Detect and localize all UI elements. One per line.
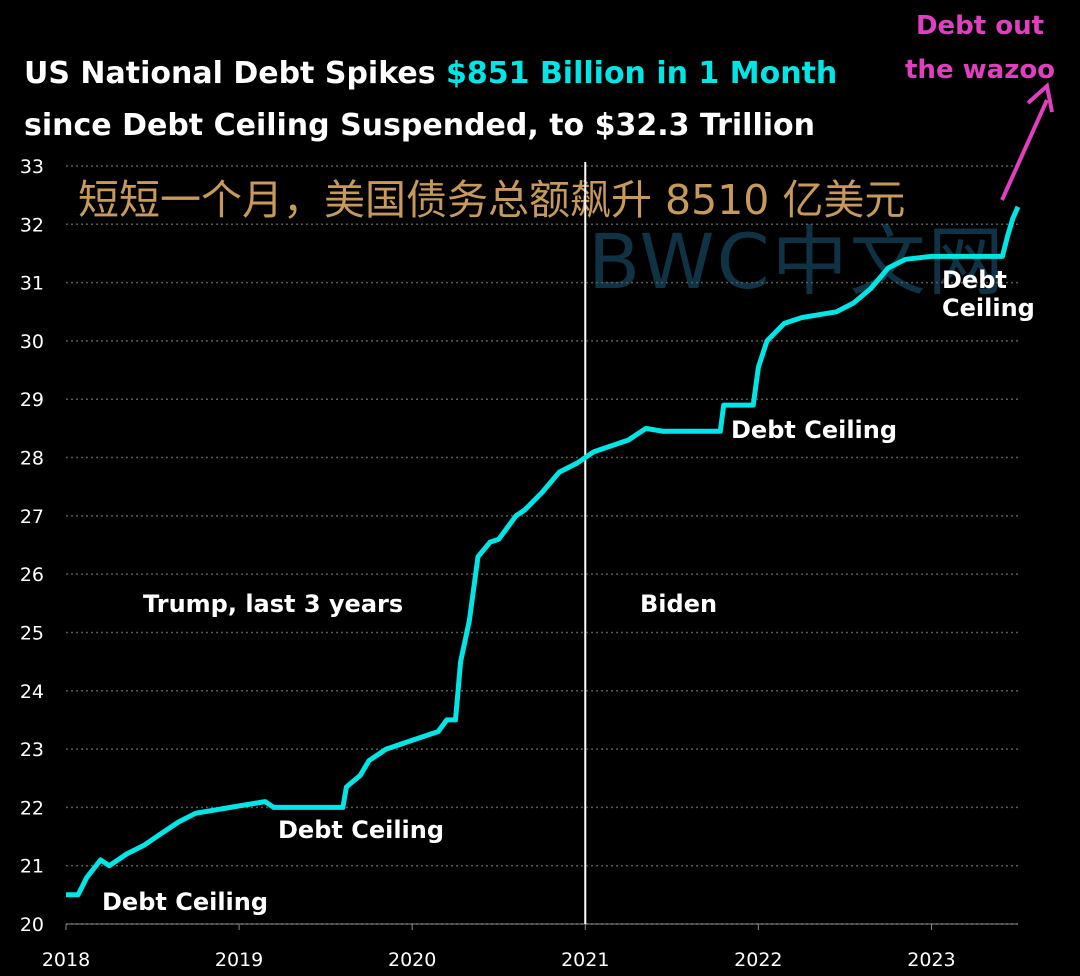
callout-arrow-icon (1000, 82, 1054, 201)
x-tick-label: 2019 (215, 949, 263, 971)
x-tick-label: 2021 (561, 949, 609, 971)
y-tick-label: 27 (20, 506, 44, 528)
y-tick-label: 20 (20, 914, 44, 936)
annotation-debt-ceiling-4-text: Debt Ceiling (942, 266, 1035, 322)
y-tick-label: 29 (20, 389, 44, 411)
annotation-debt-ceiling-3: Debt Ceiling (731, 416, 898, 444)
annotation-biden: Biden (640, 590, 718, 618)
y-tick-label: 32 (20, 214, 44, 236)
annotation-debt-ceiling-2: Debt Ceiling (278, 816, 445, 844)
title-highlight: $851 Billion in 1 Month (446, 56, 838, 91)
y-tick-label: 23 (20, 739, 44, 761)
x-tick-label: 2018 (42, 949, 90, 971)
callout-line2: the wazoo (905, 55, 1056, 85)
y-tick-label: 21 (20, 856, 44, 878)
x-tick-label: 2020 (388, 949, 436, 971)
y-tick-label: 28 (20, 448, 44, 470)
annotation-debt-ceiling-1: Debt Ceiling (102, 888, 269, 916)
chart-title-line1: US National Debt Spikes $851 Billion in … (24, 56, 837, 91)
y-tick-label: 25 (20, 622, 44, 644)
debt-series-line (66, 205, 1021, 898)
y-tick-labels: 20 21 22 23 24 25 26 27 28 29 30 31 32 33 (20, 156, 44, 936)
y-tick-label: 30 (20, 331, 44, 353)
x-tick-label: 2023 (907, 949, 955, 971)
chart-title-line2: since Debt Ceiling Suspended, to $32.3 T… (24, 108, 816, 143)
y-tick-label: 24 (20, 681, 44, 703)
y-tick-label: 33 (20, 156, 44, 178)
watermark: BWC中文网 (588, 217, 1006, 306)
y-tick-label: 31 (20, 273, 44, 295)
annotation-trump: Trump, last 3 years (143, 590, 404, 618)
annotation-debt-ceiling-4: Debt Ceiling (942, 266, 1042, 322)
y-tick-label: 26 (20, 564, 44, 586)
x-tick-label: 2022 (734, 949, 782, 971)
chinese-overlay-text: 短短一个月，美国债务总额飙升 8510 亿美元 (78, 176, 906, 224)
title-prefix: US National Debt Spikes (24, 56, 446, 91)
callout-text: Debt out the wazoo (905, 4, 1055, 92)
y-tick-label: 22 (20, 797, 44, 819)
callout-line1: Debt out (915, 11, 1045, 41)
x-tick-labels: 2018 2019 2020 2021 2022 2023 (42, 923, 1018, 971)
